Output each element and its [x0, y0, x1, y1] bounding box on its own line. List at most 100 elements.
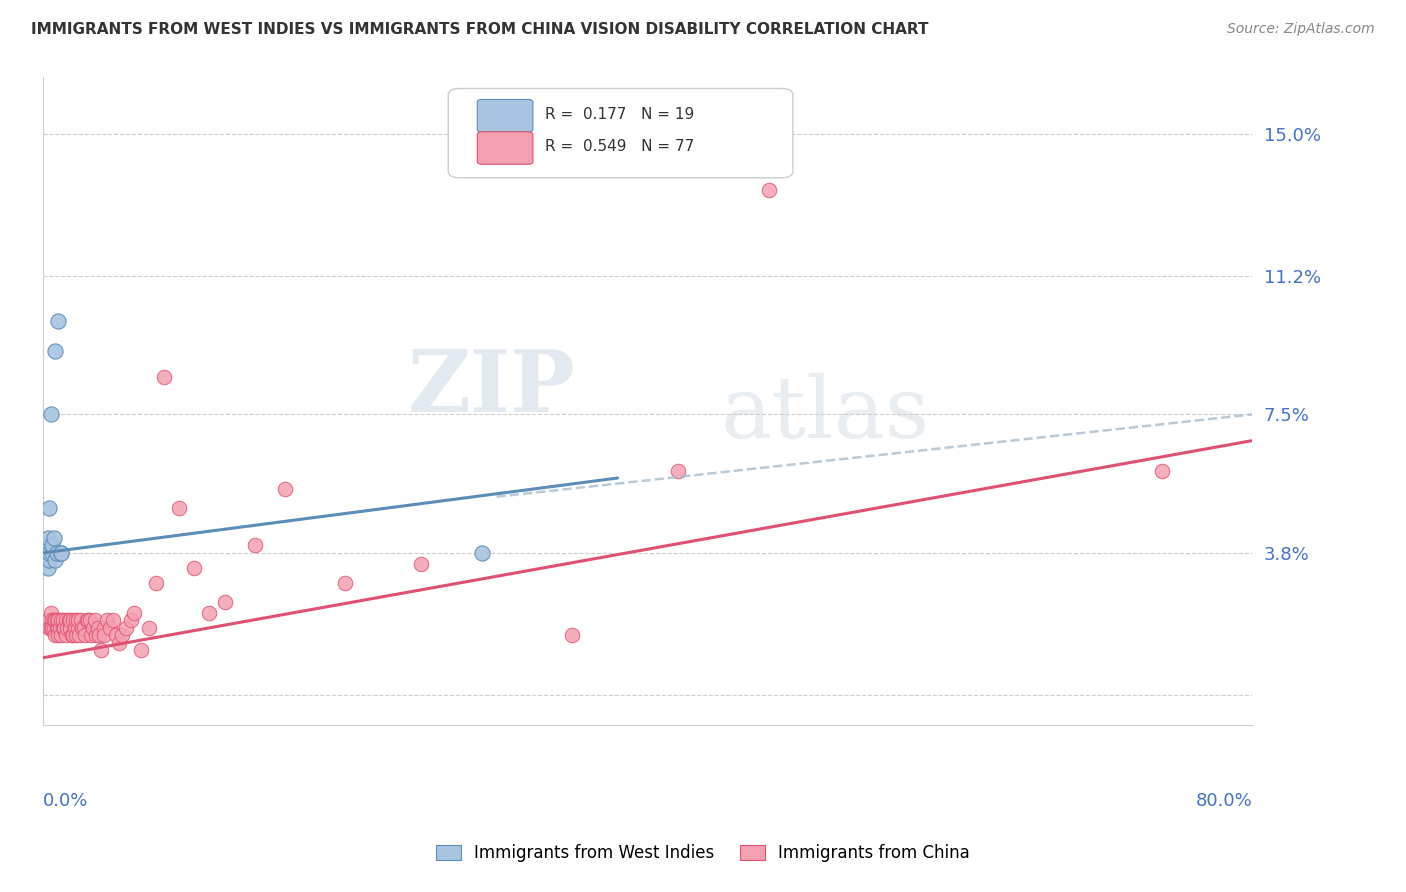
Text: atlas: atlas — [720, 373, 929, 456]
Point — [561, 628, 583, 642]
Text: 80.0%: 80.0% — [1195, 792, 1253, 811]
Point — [44, 343, 66, 358]
Point — [48, 621, 70, 635]
Point — [470, 546, 492, 560]
Point — [80, 628, 103, 642]
Point — [41, 621, 63, 635]
Point — [138, 621, 160, 635]
Point — [79, 613, 101, 627]
Point — [41, 538, 63, 552]
Point — [98, 621, 121, 635]
Point — [44, 613, 66, 627]
Point — [70, 613, 93, 627]
Point — [93, 628, 115, 642]
Point — [758, 183, 780, 197]
Point — [120, 613, 142, 627]
Point — [39, 621, 62, 635]
Point — [77, 613, 100, 627]
Point — [46, 314, 69, 328]
Point — [55, 628, 77, 642]
Point — [93, 621, 115, 635]
Point — [96, 613, 118, 627]
Point — [38, 546, 60, 560]
Point — [214, 594, 236, 608]
Point — [198, 606, 221, 620]
Text: 0.0%: 0.0% — [44, 792, 89, 811]
Point — [38, 500, 60, 515]
Point — [51, 628, 73, 642]
Point — [87, 628, 110, 642]
Point — [45, 613, 67, 627]
Legend: Immigrants from West Indies, Immigrants from China: Immigrants from West Indies, Immigrants … — [427, 836, 979, 871]
Point — [122, 606, 145, 620]
Text: R =  0.177   N = 19: R = 0.177 N = 19 — [546, 107, 695, 122]
Point — [1150, 463, 1173, 477]
Point — [37, 561, 59, 575]
Point — [66, 621, 89, 635]
Point — [51, 546, 73, 560]
Point — [101, 613, 124, 627]
Point — [107, 636, 129, 650]
Point — [82, 621, 104, 635]
Point — [76, 613, 98, 627]
Point — [44, 553, 66, 567]
Point — [37, 613, 59, 627]
Point — [335, 575, 357, 590]
Point — [46, 613, 69, 627]
Point — [46, 628, 69, 642]
Point — [38, 621, 60, 635]
Point — [65, 628, 87, 642]
Point — [39, 408, 62, 422]
Point — [44, 628, 66, 642]
Point — [63, 621, 86, 635]
Point — [41, 613, 63, 627]
Point — [52, 621, 75, 635]
Point — [72, 621, 94, 635]
Point — [115, 621, 138, 635]
Point — [65, 613, 87, 627]
Point — [37, 538, 59, 552]
FancyBboxPatch shape — [477, 100, 533, 132]
Point — [39, 606, 62, 620]
Point — [153, 370, 176, 384]
Point — [111, 628, 134, 642]
FancyBboxPatch shape — [449, 88, 793, 178]
Point — [104, 628, 127, 642]
Point — [75, 628, 97, 642]
Point — [145, 575, 167, 590]
Point — [90, 643, 112, 657]
Point — [59, 621, 82, 635]
Point — [60, 628, 83, 642]
Text: R =  0.549   N = 77: R = 0.549 N = 77 — [546, 139, 695, 154]
Point — [83, 613, 105, 627]
Text: ZIP: ZIP — [408, 346, 575, 430]
FancyBboxPatch shape — [477, 132, 533, 164]
Point — [666, 463, 689, 477]
Point — [58, 613, 80, 627]
Point — [73, 621, 96, 635]
Point — [51, 613, 73, 627]
Point — [42, 621, 65, 635]
Point — [38, 553, 60, 567]
Point — [42, 531, 65, 545]
Point — [62, 628, 84, 642]
Point — [56, 621, 79, 635]
Point — [52, 613, 75, 627]
Point — [55, 613, 77, 627]
Point — [53, 621, 76, 635]
Point — [86, 621, 108, 635]
Text: Source: ZipAtlas.com: Source: ZipAtlas.com — [1227, 22, 1375, 37]
Point — [62, 613, 84, 627]
Point — [243, 538, 266, 552]
Point — [59, 613, 82, 627]
Point — [41, 546, 63, 560]
Text: IMMIGRANTS FROM WEST INDIES VS IMMIGRANTS FROM CHINA VISION DISABILITY CORRELATI: IMMIGRANTS FROM WEST INDIES VS IMMIGRANT… — [31, 22, 928, 37]
Point — [37, 546, 59, 560]
Point — [42, 613, 65, 627]
Point — [131, 643, 153, 657]
Point — [37, 531, 59, 545]
Point — [45, 546, 67, 560]
Point — [183, 561, 205, 575]
Point — [67, 628, 90, 642]
Point — [51, 546, 73, 560]
